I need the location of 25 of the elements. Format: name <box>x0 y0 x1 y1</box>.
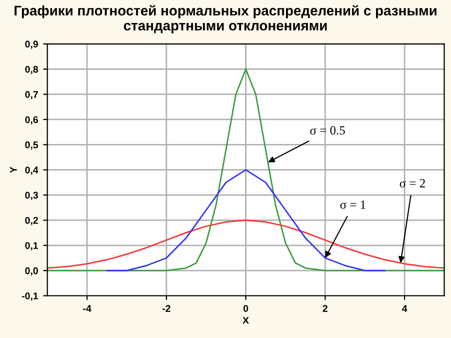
y-tick-label: 0,5 <box>25 141 38 150</box>
line-series <box>47 220 444 269</box>
x-tick-label: -4 <box>83 305 92 312</box>
y-tick-label: 0,9 <box>25 40 38 49</box>
line-series <box>47 68 444 272</box>
y-tick-label: 0,7 <box>25 91 38 100</box>
y-axis-title: Y <box>10 166 17 173</box>
y-tick-label: 0,4 <box>25 166 38 175</box>
annotation: σ = 0.5 <box>310 126 345 135</box>
x-tick-label: 0 <box>243 305 248 312</box>
y-tick-label: 0,8 <box>25 66 38 74</box>
y-tick-label: 0,1 <box>25 242 38 250</box>
y-tick-label: 0,2 <box>25 216 38 226</box>
y-tick-label: 0,6 <box>25 116 38 125</box>
y-tick-label: 0,0 <box>25 267 38 276</box>
chart-title: Графики плотностей нормальных распределений с разными стандартными отклонениями <box>14 5 436 34</box>
line-series <box>106 169 386 272</box>
x-tick-label: -2 <box>162 305 170 312</box>
annotation: σ = 1 <box>340 200 366 209</box>
y-tick-label: -0,1 <box>22 292 38 301</box>
x-axis-title: X <box>242 316 249 324</box>
y-tick-label: 0,3 <box>25 192 38 200</box>
annotation: σ = 2 <box>400 179 425 188</box>
x-tick-label: 4 <box>402 305 408 312</box>
x-tick-label: 2 <box>322 305 328 312</box>
